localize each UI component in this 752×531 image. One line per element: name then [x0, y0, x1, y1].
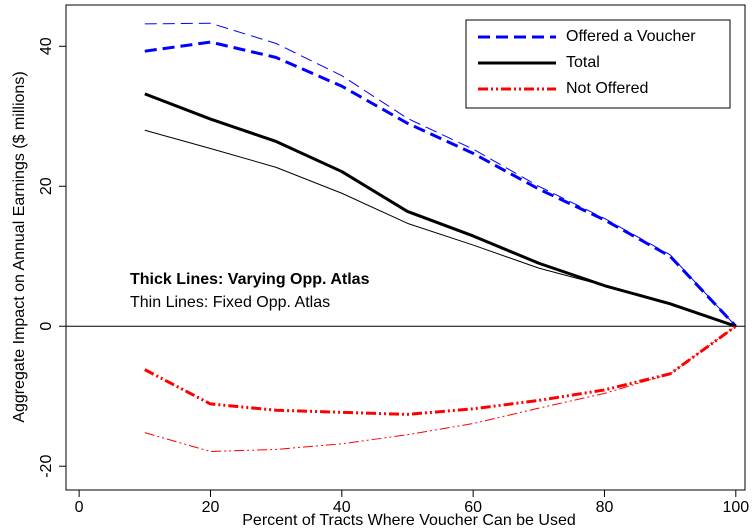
legend-label: Not Offered — [566, 80, 648, 97]
y-tick-label: 40 — [38, 37, 55, 55]
x-tick-label: 80 — [596, 499, 614, 516]
x-tick-label: 100 — [722, 499, 749, 516]
y-tick-label: 0 — [38, 322, 55, 331]
series-line-thin — [144, 325, 737, 453]
y-axis-title: Aggregate Impact on Annual Earnings ($ m… — [11, 71, 28, 422]
legend-label: Total — [566, 54, 600, 71]
series-line-thick — [144, 40, 737, 328]
plot-frame — [65, 4, 746, 491]
x-tick-label: 0 — [75, 499, 84, 516]
series-line-thick — [144, 325, 737, 416]
x-tick-label: 40 — [333, 499, 351, 516]
series-line-thick — [144, 92, 737, 328]
legend-label: Offered a Voucher — [566, 28, 696, 45]
y-tick-label: -20 — [38, 455, 55, 478]
annotation: Thick Lines: Varying Opp. Atlas — [130, 271, 370, 288]
x-tick-label: 60 — [464, 499, 482, 516]
annotation: Thin Lines: Fixed Opp. Atlas — [130, 294, 330, 311]
y-tick-label: 20 — [38, 177, 55, 195]
x-tick-label: 20 — [202, 499, 220, 516]
x-axis-title: Percent of Tracts Where Voucher Can be U… — [242, 512, 576, 529]
series-line-thin — [144, 22, 737, 327]
